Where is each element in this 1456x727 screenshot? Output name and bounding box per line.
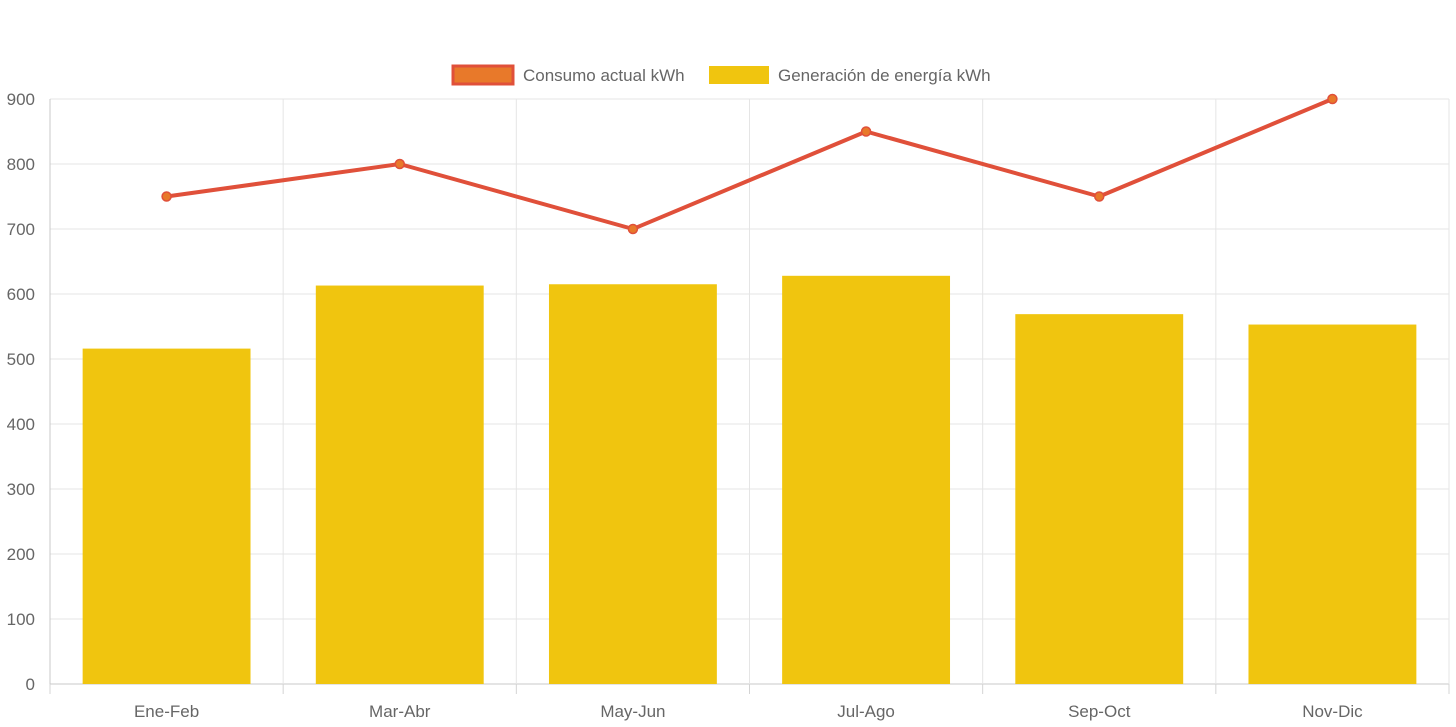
legend-label-consumo[interactable]: Consumo actual kWh bbox=[523, 66, 685, 85]
line-path bbox=[166, 97, 1334, 231]
x-tick-label: Mar-Abr bbox=[369, 702, 431, 721]
legend-swatch-consumo[interactable] bbox=[451, 64, 515, 86]
line-point bbox=[627, 223, 639, 235]
y-tick-label: 900 bbox=[7, 90, 35, 109]
x-tick-label: Ene-Feb bbox=[134, 702, 199, 721]
bar bbox=[1015, 314, 1184, 684]
bar bbox=[315, 285, 484, 684]
grid bbox=[49, 98, 1450, 685]
x-tick-label: Sep-Oct bbox=[1068, 702, 1131, 721]
y-tick-label: 600 bbox=[7, 285, 35, 304]
y-tick-label: 500 bbox=[7, 350, 35, 369]
y-tick-label: 0 bbox=[26, 675, 35, 694]
bar bbox=[548, 284, 717, 684]
y-tick-label: 400 bbox=[7, 415, 35, 434]
legend-label-generacion[interactable]: Generación de energía kWh bbox=[778, 66, 991, 85]
x-tick-label: Nov-Dic bbox=[1302, 702, 1363, 721]
legend-swatch-generacion[interactable] bbox=[709, 66, 769, 84]
axes: 0 100 200 300 400 500 600 700 800 900 Ene-Feb Mar-A… bbox=[7, 90, 1450, 721]
line-point bbox=[394, 158, 405, 170]
line-point bbox=[1094, 191, 1105, 202]
line-point bbox=[860, 126, 872, 137]
y-tick-label: 200 bbox=[7, 545, 35, 564]
y-tick-label: 700 bbox=[7, 220, 35, 239]
bar-series bbox=[82, 275, 1417, 684]
legend: Consumo actual kWh Generación de energía… bbox=[451, 64, 991, 86]
y-tick-label: 100 bbox=[7, 610, 35, 629]
line-point bbox=[161, 191, 172, 202]
line-series bbox=[161, 93, 1338, 235]
x-tick-label: May-Jun bbox=[600, 702, 665, 721]
y-tick-label: 300 bbox=[7, 480, 35, 499]
bar bbox=[82, 348, 251, 684]
bar bbox=[1248, 324, 1417, 684]
line-point bbox=[1327, 93, 1338, 105]
bar bbox=[782, 275, 951, 684]
x-tick-label: Jul-Ago bbox=[837, 702, 895, 721]
y-tick-label: 800 bbox=[7, 155, 35, 174]
